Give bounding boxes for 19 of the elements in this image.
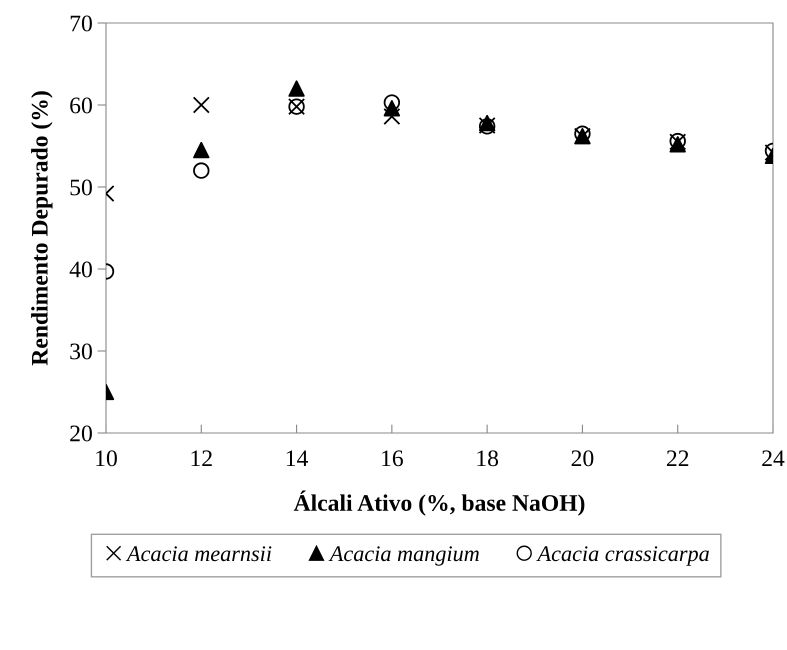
y-axis-title: Rendimento Depurado (%) bbox=[31, 91, 53, 366]
legend-label: Acacia mearnsii bbox=[126, 546, 272, 562]
x-tick-label: 22 bbox=[666, 450, 688, 466]
x-tick-label: 14 bbox=[286, 450, 308, 466]
y-tick-label: 20 bbox=[70, 425, 92, 442]
y-tick-label: 40 bbox=[70, 261, 92, 278]
y-tick-label: 60 bbox=[70, 97, 92, 114]
x-tick-label: 10 bbox=[96, 450, 117, 466]
x-tick-label: 18 bbox=[477, 450, 498, 466]
x-axis-title: Álcali Ativo (%, base NaOH) bbox=[294, 490, 584, 516]
y-tick-label: 30 bbox=[70, 343, 92, 360]
x-tick-label: 24 bbox=[762, 450, 784, 466]
y-tick-label: 70 bbox=[70, 15, 92, 32]
x-tick-label: 12 bbox=[192, 450, 212, 466]
legend-label: Acacia mangium bbox=[328, 546, 479, 566]
legend-label: Acacia crassicarpa bbox=[536, 546, 709, 566]
x-tick-label: 16 bbox=[382, 450, 403, 466]
x-tick-label: 20 bbox=[572, 450, 594, 466]
y-tick-label: 50 bbox=[70, 179, 92, 196]
